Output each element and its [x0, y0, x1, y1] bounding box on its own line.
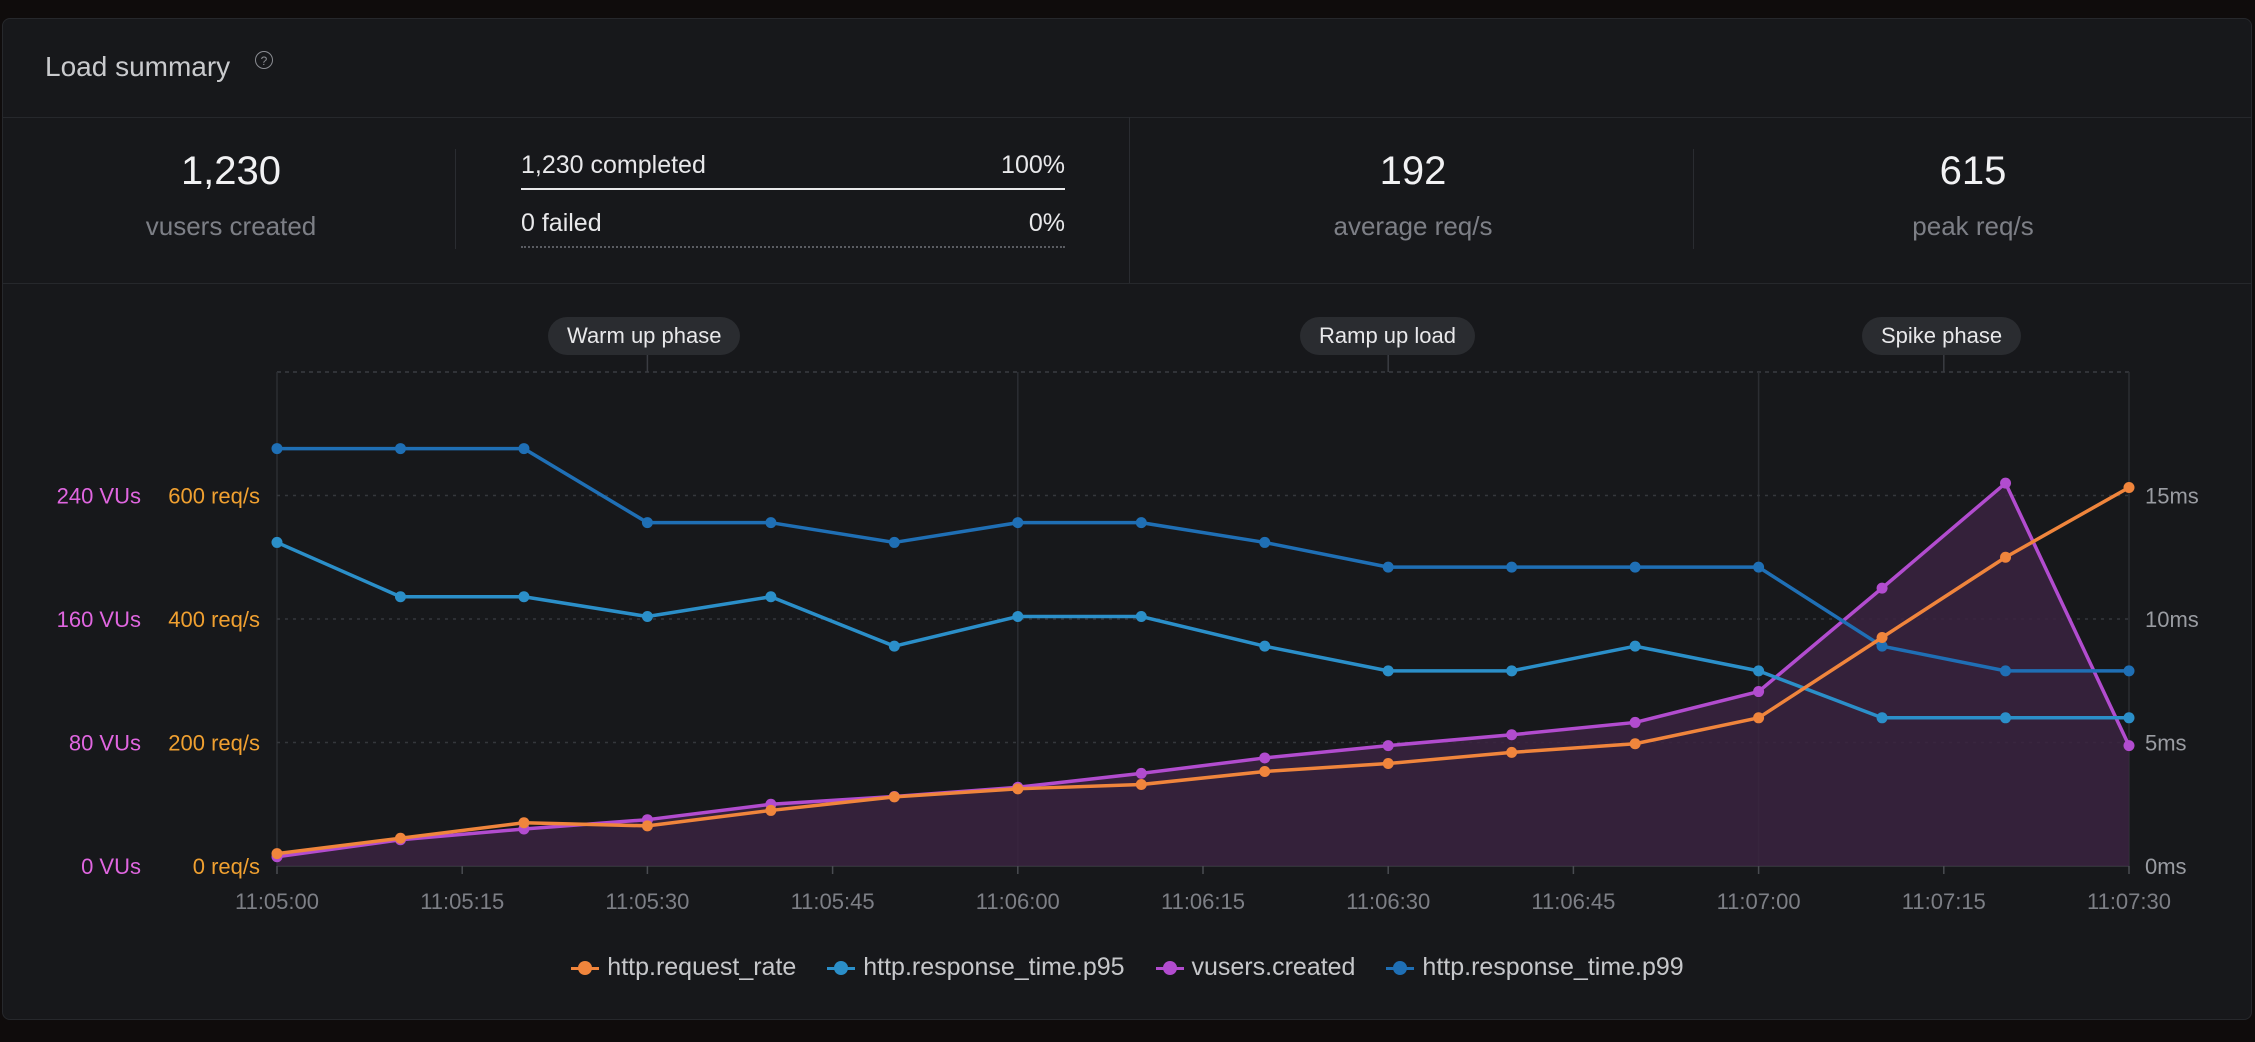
phase-ramp-up[interactable]: Ramp up load	[1300, 317, 1475, 355]
vusers-created-value: 1,230	[180, 149, 282, 193]
help-circle-icon[interactable]: ?	[255, 51, 273, 69]
legend-marker	[571, 961, 600, 976]
stats-row: 1,230 vusers created 1,230 completed 100…	[3, 117, 2251, 284]
legend-label: vusers.created	[1191, 953, 1356, 981]
completed-label: 1,230 completed	[521, 151, 706, 179]
failed-bar	[521, 246, 1065, 248]
legend-item-request-rate[interactable]: http.request_rate	[571, 953, 796, 982]
completed-bar	[521, 188, 1065, 190]
divider	[1693, 149, 1694, 249]
avg-rps-value: 192	[1379, 149, 1447, 193]
failed-label: 0 failed	[521, 209, 602, 237]
phase-spike[interactable]: Spike phase	[1862, 317, 2022, 355]
legend-label: http.response_time.p95	[863, 953, 1125, 981]
legend-item-response-p99[interactable]: http.response_time.p99	[1386, 953, 1684, 982]
legend-marker	[1155, 961, 1184, 976]
legend-label: http.response_time.p99	[1422, 953, 1684, 981]
legend-item-vusers-created[interactable]: vusers.created	[1155, 953, 1356, 982]
legend-label: http.request_rate	[607, 953, 797, 981]
section-divider	[1129, 117, 1130, 283]
peak-rps-value: 615	[1939, 149, 2007, 193]
completed-row: 1,230 completed 100%	[521, 151, 1065, 180]
load-summary-panel: Load summary ? 1,230 vusers created 1,23…	[2, 18, 2252, 1020]
panel-title: Load summary	[45, 51, 231, 82]
failed-pct: 0%	[1028, 209, 1065, 237]
failed-row: 0 failed 0%	[521, 209, 1065, 238]
legend-marker	[827, 961, 856, 976]
legend-marker	[1386, 961, 1415, 976]
peak-rps-label: peak req/s	[1912, 211, 2034, 241]
completed-pct: 100%	[1001, 151, 1065, 179]
legend-item-response-p95[interactable]: http.response_time.p95	[827, 953, 1125, 982]
panel-header: Load summary ?	[3, 19, 2251, 118]
chart-legend: http.request_rate http.response_time.p95…	[0, 953, 2255, 982]
divider	[455, 149, 456, 249]
avg-rps-label: average req/s	[1333, 211, 1493, 241]
phase-warm-up[interactable]: Warm up phase	[548, 317, 741, 355]
vusers-created-label: vusers created	[145, 211, 317, 241]
